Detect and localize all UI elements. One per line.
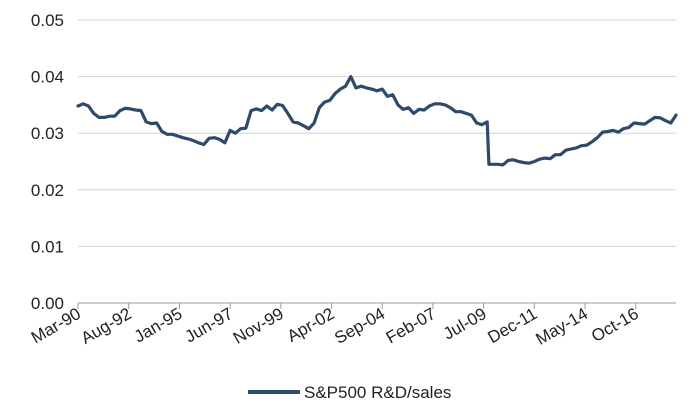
x-tick-label: Aug-92	[78, 304, 135, 348]
y-tick-label: 0.00	[31, 294, 64, 313]
x-tick-label: Oct-16	[588, 304, 642, 346]
y-tick-label: 0.03	[31, 124, 64, 143]
y-tick-label: 0.04	[31, 68, 64, 87]
legend-label: S&P500 R&D/sales	[304, 383, 451, 402]
x-tick-label: Feb-07	[383, 304, 439, 347]
x-tick-label: Dec-11	[484, 304, 540, 347]
y-tick-label: 0.05	[31, 11, 64, 30]
x-tick-label: Jan-95	[131, 304, 186, 346]
y-axis-ticks: 0.00 0.01 0.02 0.03 0.04 0.05	[31, 11, 64, 313]
x-tick-label: Sep-04	[331, 304, 388, 348]
gridlines	[78, 19, 676, 304]
plot-area	[76, 75, 678, 167]
x-tick-label: May-14	[532, 304, 591, 349]
y-tick-label: 0.02	[31, 181, 64, 200]
x-tick-label: Apr-02	[284, 304, 338, 346]
legend: S&P500 R&D/sales	[248, 383, 451, 402]
x-tick-label: Jun-97	[182, 304, 237, 346]
y-tick-label: 0.01	[31, 237, 64, 256]
x-axis-ticks: Mar-90Aug-92Jan-95Jun-97Nov-99Apr-02Sep-…	[28, 303, 642, 349]
x-tick-label: Nov-99	[230, 304, 287, 348]
x-tick-label: Jul-09	[440, 304, 490, 344]
series-line-sp500-rd-sales	[76, 75, 678, 167]
